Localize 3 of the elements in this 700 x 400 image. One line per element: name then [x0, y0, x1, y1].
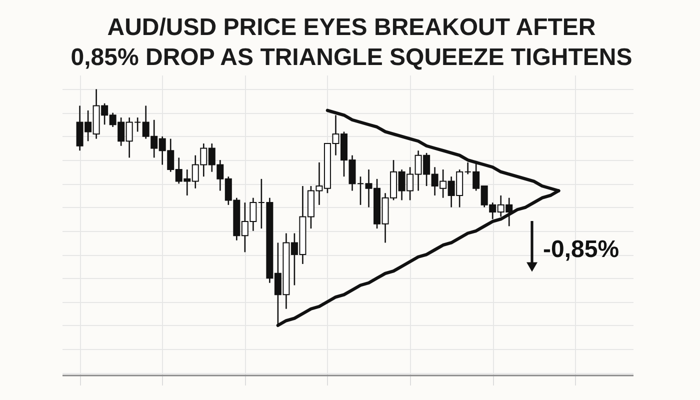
candlestick	[357, 176, 364, 206]
chart-title: AUD/USD PRICE EYES BREAKOUT AFTER 0,85% DROP AS TRIANGLE SQUEEZE TIGHTENS	[70, 14, 632, 71]
annotation: -0,85%	[543, 236, 620, 263]
